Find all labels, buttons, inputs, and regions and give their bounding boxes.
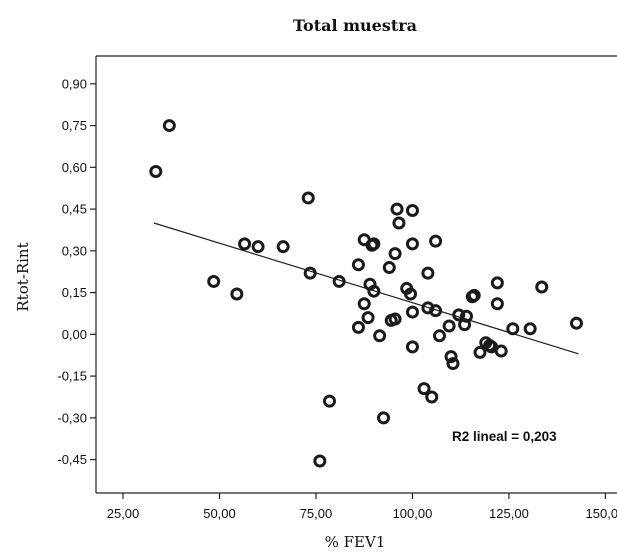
data-point <box>425 390 439 404</box>
data-point <box>392 216 406 230</box>
x-tick-label: 50,00 <box>203 506 236 521</box>
data-point <box>382 261 396 275</box>
data-point <box>405 305 419 319</box>
data-point <box>405 203 419 217</box>
data-point <box>303 266 317 280</box>
x-tick-label: 100,00 <box>393 506 433 521</box>
y-tick-label: 0,45 <box>62 202 87 217</box>
x-tick-label: 25,00 <box>107 506 140 521</box>
y-tick-label: -0,30 <box>57 410 87 425</box>
data-point <box>388 312 402 326</box>
data-point <box>444 350 458 364</box>
data-point <box>162 119 176 133</box>
data-point <box>494 344 508 358</box>
x-tick-label: 75,00 <box>300 506 333 521</box>
data-point <box>390 202 404 216</box>
data-point <box>405 340 419 354</box>
data-point <box>351 258 365 272</box>
data-points <box>149 119 583 468</box>
r2-annotation: R2 lineal = 0,203 <box>452 429 557 444</box>
x-tick-label: 150,00 <box>586 506 617 521</box>
data-point <box>332 274 346 288</box>
data-point <box>417 382 431 396</box>
y-tick-label: 0,75 <box>62 118 87 133</box>
data-point <box>459 309 473 323</box>
data-point <box>467 288 481 302</box>
data-point <box>569 316 583 330</box>
data-point <box>357 297 371 311</box>
data-point <box>230 287 244 301</box>
data-point <box>523 322 537 336</box>
data-point <box>367 237 381 251</box>
data-point <box>490 276 504 290</box>
data-point <box>446 357 460 371</box>
y-axis-label: Rtot-Rint <box>14 242 32 311</box>
y-tick-label: -0,15 <box>57 369 87 384</box>
data-point <box>452 308 466 322</box>
data-point <box>367 284 381 298</box>
data-point <box>535 280 549 294</box>
data-point <box>442 319 456 333</box>
x-axis-label: % FEV1 <box>325 533 386 551</box>
data-point <box>373 329 387 343</box>
data-point <box>251 240 265 254</box>
chart-title: Total muestra <box>293 16 417 35</box>
data-point <box>351 320 365 334</box>
data-point <box>388 247 402 261</box>
data-point <box>429 304 443 318</box>
y-axis-ticks: 0,90 0,75 0,60 0,45 0,30 0,15 0,00 -0,15 -0,30 -0… <box>57 76 96 467</box>
data-point <box>429 234 443 248</box>
data-point <box>301 191 315 205</box>
data-point <box>473 345 487 359</box>
data-point <box>377 411 391 425</box>
y-tick-label: 0,00 <box>62 327 87 342</box>
data-point <box>490 297 504 311</box>
y-tick-label: 0,30 <box>62 243 87 258</box>
data-point <box>313 454 327 468</box>
data-point <box>149 165 163 179</box>
data-point <box>276 240 290 254</box>
data-point <box>421 266 435 280</box>
y-tick-label: 0,15 <box>62 285 87 300</box>
y-tick-label: 0,90 <box>62 76 87 91</box>
data-point <box>207 274 221 288</box>
data-point <box>404 287 418 301</box>
y-tick-label: -0,45 <box>57 452 87 467</box>
y-tick-label: 0,60 <box>62 160 87 175</box>
data-point <box>361 311 375 325</box>
data-point <box>238 237 252 251</box>
data-point <box>322 394 336 408</box>
x-tick-label: 125,00 <box>489 506 529 521</box>
x-axis-ticks: 25,00 50,00 75,00 100,00 125,00 150,00 <box>107 493 617 521</box>
data-point <box>506 322 520 336</box>
data-point <box>432 329 446 343</box>
data-point <box>405 237 419 251</box>
